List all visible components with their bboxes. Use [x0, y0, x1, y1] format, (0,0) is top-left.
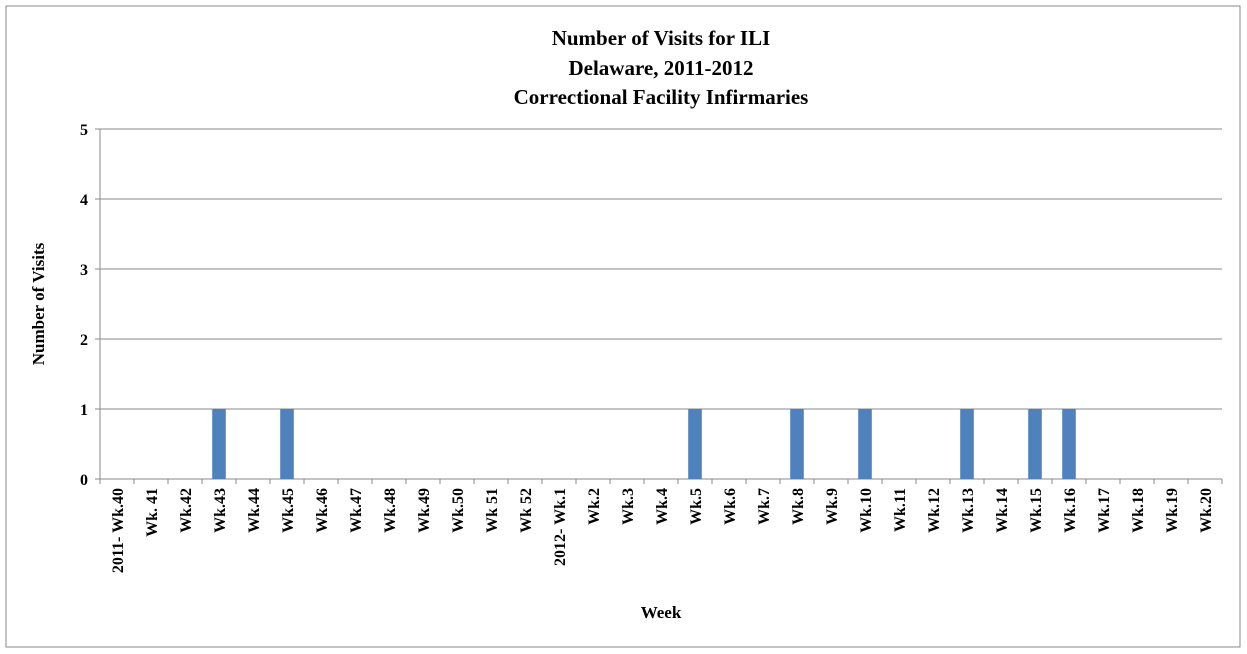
bar — [1062, 409, 1076, 479]
x-tick-label: Wk.50 — [450, 488, 467, 533]
x-tick-label: Wk. 41 — [144, 488, 161, 537]
y-tick-label: 5 — [80, 122, 88, 139]
x-tick-label: Wk.14 — [994, 488, 1011, 533]
x-tick-label: Wk.20 — [1198, 488, 1215, 533]
x-tick-label: Wk.4 — [654, 488, 671, 525]
x-tick-label: 2011- Wk.40 — [110, 488, 127, 573]
x-tick-label: Wk.3 — [620, 488, 637, 525]
x-tick-label: Wk.9 — [824, 488, 841, 525]
x-tick-label: 2012- Wk.1 — [552, 488, 569, 566]
x-tick-label: Wk.43 — [212, 488, 229, 533]
bar — [212, 409, 226, 479]
bar — [960, 409, 974, 479]
x-tick-label: Wk.7 — [756, 488, 773, 525]
x-tick-label: Wk.12 — [926, 488, 943, 533]
chart-title: Correctional Facility Infirmaries — [514, 85, 809, 109]
x-tick-label: Wk 52 — [518, 488, 535, 533]
x-tick-label: Wk.47 — [348, 488, 365, 533]
chart-frame — [5, 5, 1241, 648]
x-tick-label: Wk.19 — [1164, 488, 1181, 533]
chart-title: Number of Visits for ILI — [552, 26, 771, 50]
bar — [688, 409, 702, 479]
x-tick-label: Wk.10 — [858, 488, 875, 533]
bar — [858, 409, 872, 479]
bar — [790, 409, 804, 479]
x-tick-label: Wk.17 — [1096, 488, 1113, 533]
y-tick-label: 2 — [80, 332, 88, 349]
x-tick-label: Wk.46 — [314, 488, 331, 533]
x-tick-label: Wk.11 — [892, 488, 909, 532]
x-tick-label: Wk.18 — [1130, 488, 1147, 533]
y-tick-label: 0 — [80, 472, 88, 489]
x-tick-label: Wk.45 — [280, 488, 297, 533]
x-tick-label: Wk 51 — [484, 488, 501, 533]
x-tick-label: Wk.16 — [1062, 488, 1079, 533]
x-axis-title: Week — [641, 603, 682, 622]
y-tick-label: 4 — [80, 192, 88, 209]
y-axis-title: Number of Visits — [29, 242, 48, 365]
x-tick-label: Wk.44 — [246, 488, 263, 533]
x-tick-label: Wk.13 — [960, 488, 977, 533]
bar — [1028, 409, 1042, 479]
x-tick-label: Wk.48 — [382, 488, 399, 533]
x-tick-label: Wk.49 — [416, 488, 433, 533]
x-tick-label: Wk.8 — [790, 488, 807, 525]
chart-title: Delaware, 2011-2012 — [568, 56, 753, 80]
x-tick-label: Wk.5 — [688, 488, 705, 525]
x-tick-label: Wk.15 — [1028, 488, 1045, 533]
y-tick-label: 3 — [80, 262, 88, 279]
x-tick-label: Wk.6 — [722, 488, 739, 525]
x-tick-label: Wk.2 — [586, 488, 603, 525]
y-tick-label: 1 — [80, 402, 88, 419]
x-tick-label: Wk.42 — [178, 488, 195, 533]
bar — [280, 409, 294, 479]
